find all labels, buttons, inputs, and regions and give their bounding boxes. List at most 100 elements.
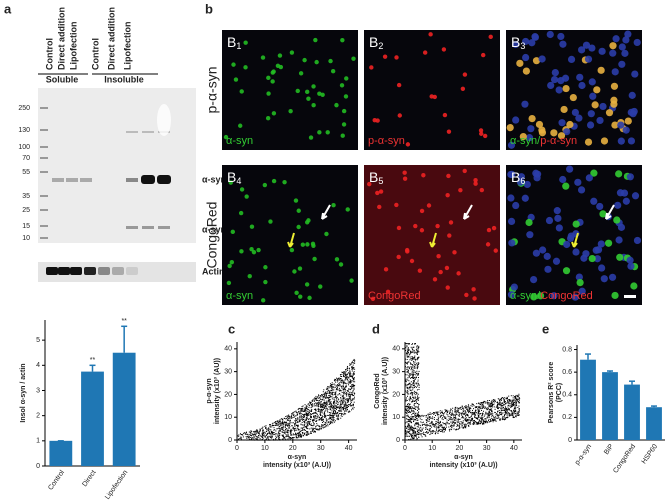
cloud-dot [343, 393, 344, 394]
cell [309, 135, 313, 139]
cloud-dot [416, 435, 417, 436]
cloud-dot [324, 400, 325, 401]
y-tick-label: 1 [36, 438, 40, 445]
cloud-dot [475, 412, 476, 413]
cloud-dot [412, 395, 413, 396]
cloud-dot [507, 401, 508, 402]
cloud-dot [514, 412, 515, 413]
cloud-dot [249, 439, 250, 440]
cloud-dot [299, 416, 300, 417]
cell [585, 139, 592, 146]
cloud-dot [431, 427, 432, 428]
cloud-dot [465, 411, 466, 412]
y-tick-label: 2 [36, 412, 40, 419]
cloud-dot [495, 401, 496, 402]
cloud-dot [416, 382, 417, 383]
cloud-dot [467, 419, 468, 420]
cloud-dot [519, 410, 520, 411]
cloud-dot [470, 417, 471, 418]
cloud-dot [238, 434, 239, 435]
cloud-dot [293, 434, 294, 435]
cell [582, 250, 589, 257]
cloud-dot [461, 413, 462, 414]
cloud-dot [302, 428, 303, 429]
cloud-dot [410, 418, 411, 419]
cloud-dot [442, 431, 443, 432]
cloud-dot [312, 431, 313, 432]
cloud-dot [334, 400, 335, 401]
cloud-dot [430, 431, 431, 432]
cloud-dot [348, 412, 349, 413]
cloud-dot [288, 418, 289, 419]
cloud-dot [334, 399, 335, 400]
cloud-dot [515, 415, 516, 416]
cloud-dot [285, 426, 286, 427]
cloud-dot [324, 395, 325, 396]
cloud-dot [491, 410, 492, 411]
cloud-dot [301, 413, 302, 414]
y-tick-label: 0 [36, 463, 40, 470]
cloud-dot [407, 374, 408, 375]
cloud-dot [410, 351, 411, 352]
cloud-dot [309, 414, 310, 415]
y-axis-label: intensity (x10³ (A.U)) [382, 357, 389, 425]
cloud-dot [514, 402, 515, 403]
cloud-dot [418, 389, 419, 390]
cloud-dot [405, 362, 406, 363]
cell [294, 291, 298, 295]
cloud-dot [347, 368, 348, 369]
cloud-dot [315, 428, 316, 429]
cloud-dot [278, 422, 279, 423]
cell [447, 233, 451, 237]
cell [631, 70, 638, 77]
cloud-dot [490, 414, 491, 415]
cloud-dot [454, 411, 455, 412]
cloud-dot [492, 415, 493, 416]
cloud-dot [312, 399, 313, 400]
cloud-dot [241, 437, 242, 438]
cell [256, 248, 260, 252]
cloud-dot [480, 421, 481, 422]
cloud-dot [340, 407, 341, 408]
cloud-dot [505, 412, 506, 413]
band [126, 226, 138, 229]
cloud-dot [346, 405, 347, 406]
band [142, 226, 154, 229]
cloud-dot [343, 406, 344, 407]
cell [375, 191, 379, 195]
cloud-dot [496, 407, 497, 408]
cloud-dot [320, 415, 321, 416]
cloud-dot [504, 399, 505, 400]
panel-label: d [372, 321, 380, 336]
cell [428, 32, 432, 36]
cloud-dot [459, 423, 460, 424]
cloud-dot [339, 382, 340, 383]
cloud-dot [508, 399, 509, 400]
cloud-dot [492, 420, 493, 421]
cell [405, 249, 409, 253]
cloud-dot [238, 436, 239, 437]
cell [563, 267, 570, 274]
cloud-dot [281, 425, 282, 426]
cell [313, 38, 317, 42]
cell [487, 228, 491, 232]
cloud-dot [348, 401, 349, 402]
band [126, 131, 138, 133]
cloud-dot [414, 359, 415, 360]
cloud-dot [409, 354, 410, 355]
cloud-dot [449, 413, 450, 414]
cloud-dot [335, 408, 336, 409]
cell [351, 56, 355, 60]
cloud-dot [295, 430, 296, 431]
band [52, 178, 64, 182]
cloud-dot [460, 413, 461, 414]
cloud-dot [412, 393, 413, 394]
cloud-dot [292, 437, 293, 438]
cloud-dot [290, 416, 291, 417]
cloud-dot [306, 420, 307, 421]
cloud-dot [440, 413, 441, 414]
cloud-dot [325, 405, 326, 406]
cloud-dot [347, 409, 348, 410]
cloud-dot [414, 356, 415, 357]
cloud-dot [427, 421, 428, 422]
